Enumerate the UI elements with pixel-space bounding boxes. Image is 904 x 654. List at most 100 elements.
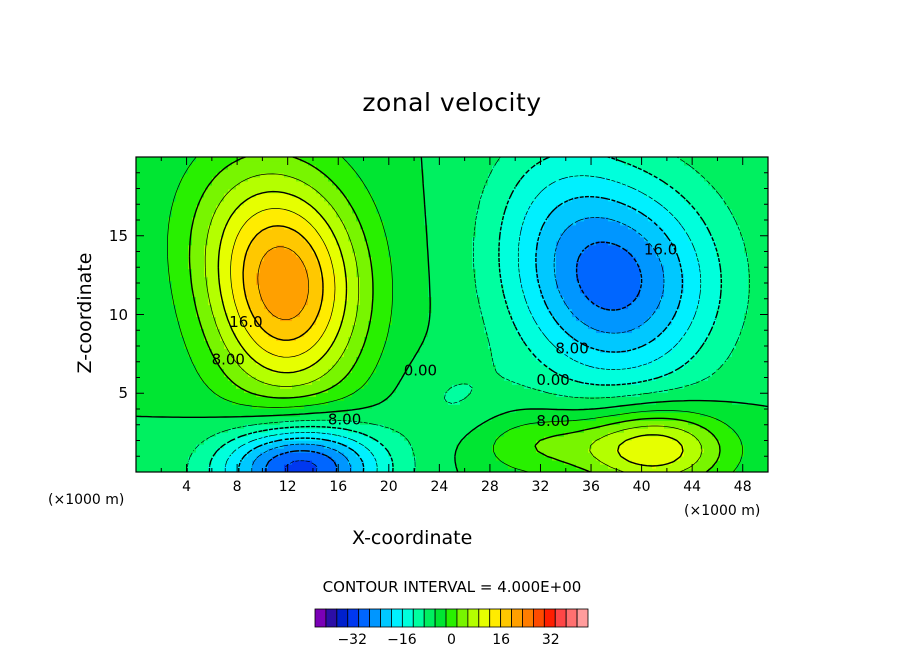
field-cell: [240, 168, 245, 174]
field-cell: [336, 228, 341, 234]
field-cell: [384, 272, 389, 278]
field-cell: [348, 236, 353, 242]
field-cell: [188, 212, 193, 218]
field-cell: [164, 180, 169, 186]
field-cell: [168, 328, 173, 334]
field-cell: [276, 268, 281, 274]
field-cell: [224, 172, 229, 178]
field-cell: [176, 356, 181, 361]
field-cell: [252, 204, 257, 210]
field-cell: [244, 224, 249, 230]
field-cell: [328, 436, 333, 441]
field-cell: [160, 272, 165, 278]
field-cell: [168, 208, 173, 214]
field-cell: [348, 224, 353, 230]
field-cell: [384, 344, 389, 349]
field-cell: [324, 320, 329, 326]
field-cell: [216, 300, 221, 306]
field-cell: [352, 440, 357, 445]
field-cell: [388, 464, 393, 469]
field-cell: [252, 352, 257, 357]
field-cell: [376, 404, 381, 409]
field-cell: [224, 160, 229, 166]
field-cell: [264, 344, 269, 349]
field-cell: [360, 220, 365, 226]
field-cell: [376, 344, 381, 349]
field-cell: [156, 320, 161, 326]
field-cell: [352, 172, 357, 178]
field-cell: [240, 188, 245, 194]
field-cell: [204, 368, 209, 373]
field-cell: [252, 408, 257, 413]
field-cell: [152, 188, 157, 194]
field-cell: [356, 436, 361, 441]
field-cell: [172, 432, 177, 437]
field-cell: [152, 248, 157, 254]
field-cell: [180, 220, 185, 226]
field-cell: [364, 428, 369, 433]
field-cell: [180, 216, 185, 222]
field-cell: [184, 228, 189, 234]
field-cell: [176, 468, 181, 472]
field-cell: [172, 172, 177, 178]
field-cell: [360, 320, 365, 326]
field-cell: [196, 428, 201, 433]
field-cell: [332, 248, 337, 254]
field-cell: [224, 176, 229, 182]
field-cell: [312, 328, 317, 334]
field-cell: [288, 368, 293, 373]
field-cell: [136, 172, 141, 178]
field-cell: [260, 212, 265, 218]
field-cell: [348, 332, 353, 338]
field-cell: [292, 244, 297, 250]
field-cell: [268, 392, 273, 397]
field-cell: [288, 172, 293, 178]
field-cell: [220, 364, 225, 369]
field-cell: [292, 304, 297, 310]
field-cell: [164, 240, 169, 246]
field-cell: [308, 196, 313, 202]
field-cell: [240, 428, 245, 433]
field-cell: [336, 412, 341, 417]
field-cell: [136, 376, 141, 381]
field-cell: [200, 264, 205, 270]
field-cell: [352, 336, 357, 342]
field-cell: [240, 264, 245, 270]
field-cell: [332, 408, 337, 413]
field-cell: [384, 364, 389, 369]
field-cell: [248, 204, 253, 210]
field-cell: [236, 288, 241, 294]
field-cell: [244, 280, 249, 286]
field-cell: [252, 336, 257, 342]
field-cell: [144, 220, 149, 226]
field-cell: [176, 300, 181, 306]
field-cell: [212, 180, 217, 186]
field-cell: [344, 260, 349, 266]
field-cell: [268, 272, 273, 278]
field-cell: [180, 444, 185, 449]
field-cell: [380, 252, 385, 258]
field-cell: [336, 264, 341, 270]
field-cell: [304, 192, 309, 198]
field-cell: [172, 268, 177, 274]
field-cell: [244, 256, 249, 262]
field-cell: [360, 184, 365, 190]
field-cell: [248, 224, 253, 230]
field-cell: [156, 220, 161, 226]
field-cell: [320, 160, 325, 166]
field-cell: [376, 296, 381, 302]
field-cell: [296, 252, 301, 258]
field-cell: [176, 444, 181, 449]
field-cell: [248, 168, 253, 174]
field-cell: [380, 336, 385, 342]
field-cell: [316, 284, 321, 290]
field-cell: [292, 168, 297, 174]
field-cell: [256, 260, 261, 266]
field-cell: [200, 224, 205, 230]
field-cell: [144, 160, 149, 166]
field-cell: [148, 316, 153, 322]
field-cell: [184, 308, 189, 314]
field-cell: [144, 308, 149, 314]
field-cell: [288, 164, 293, 170]
field-cell: [136, 392, 141, 397]
